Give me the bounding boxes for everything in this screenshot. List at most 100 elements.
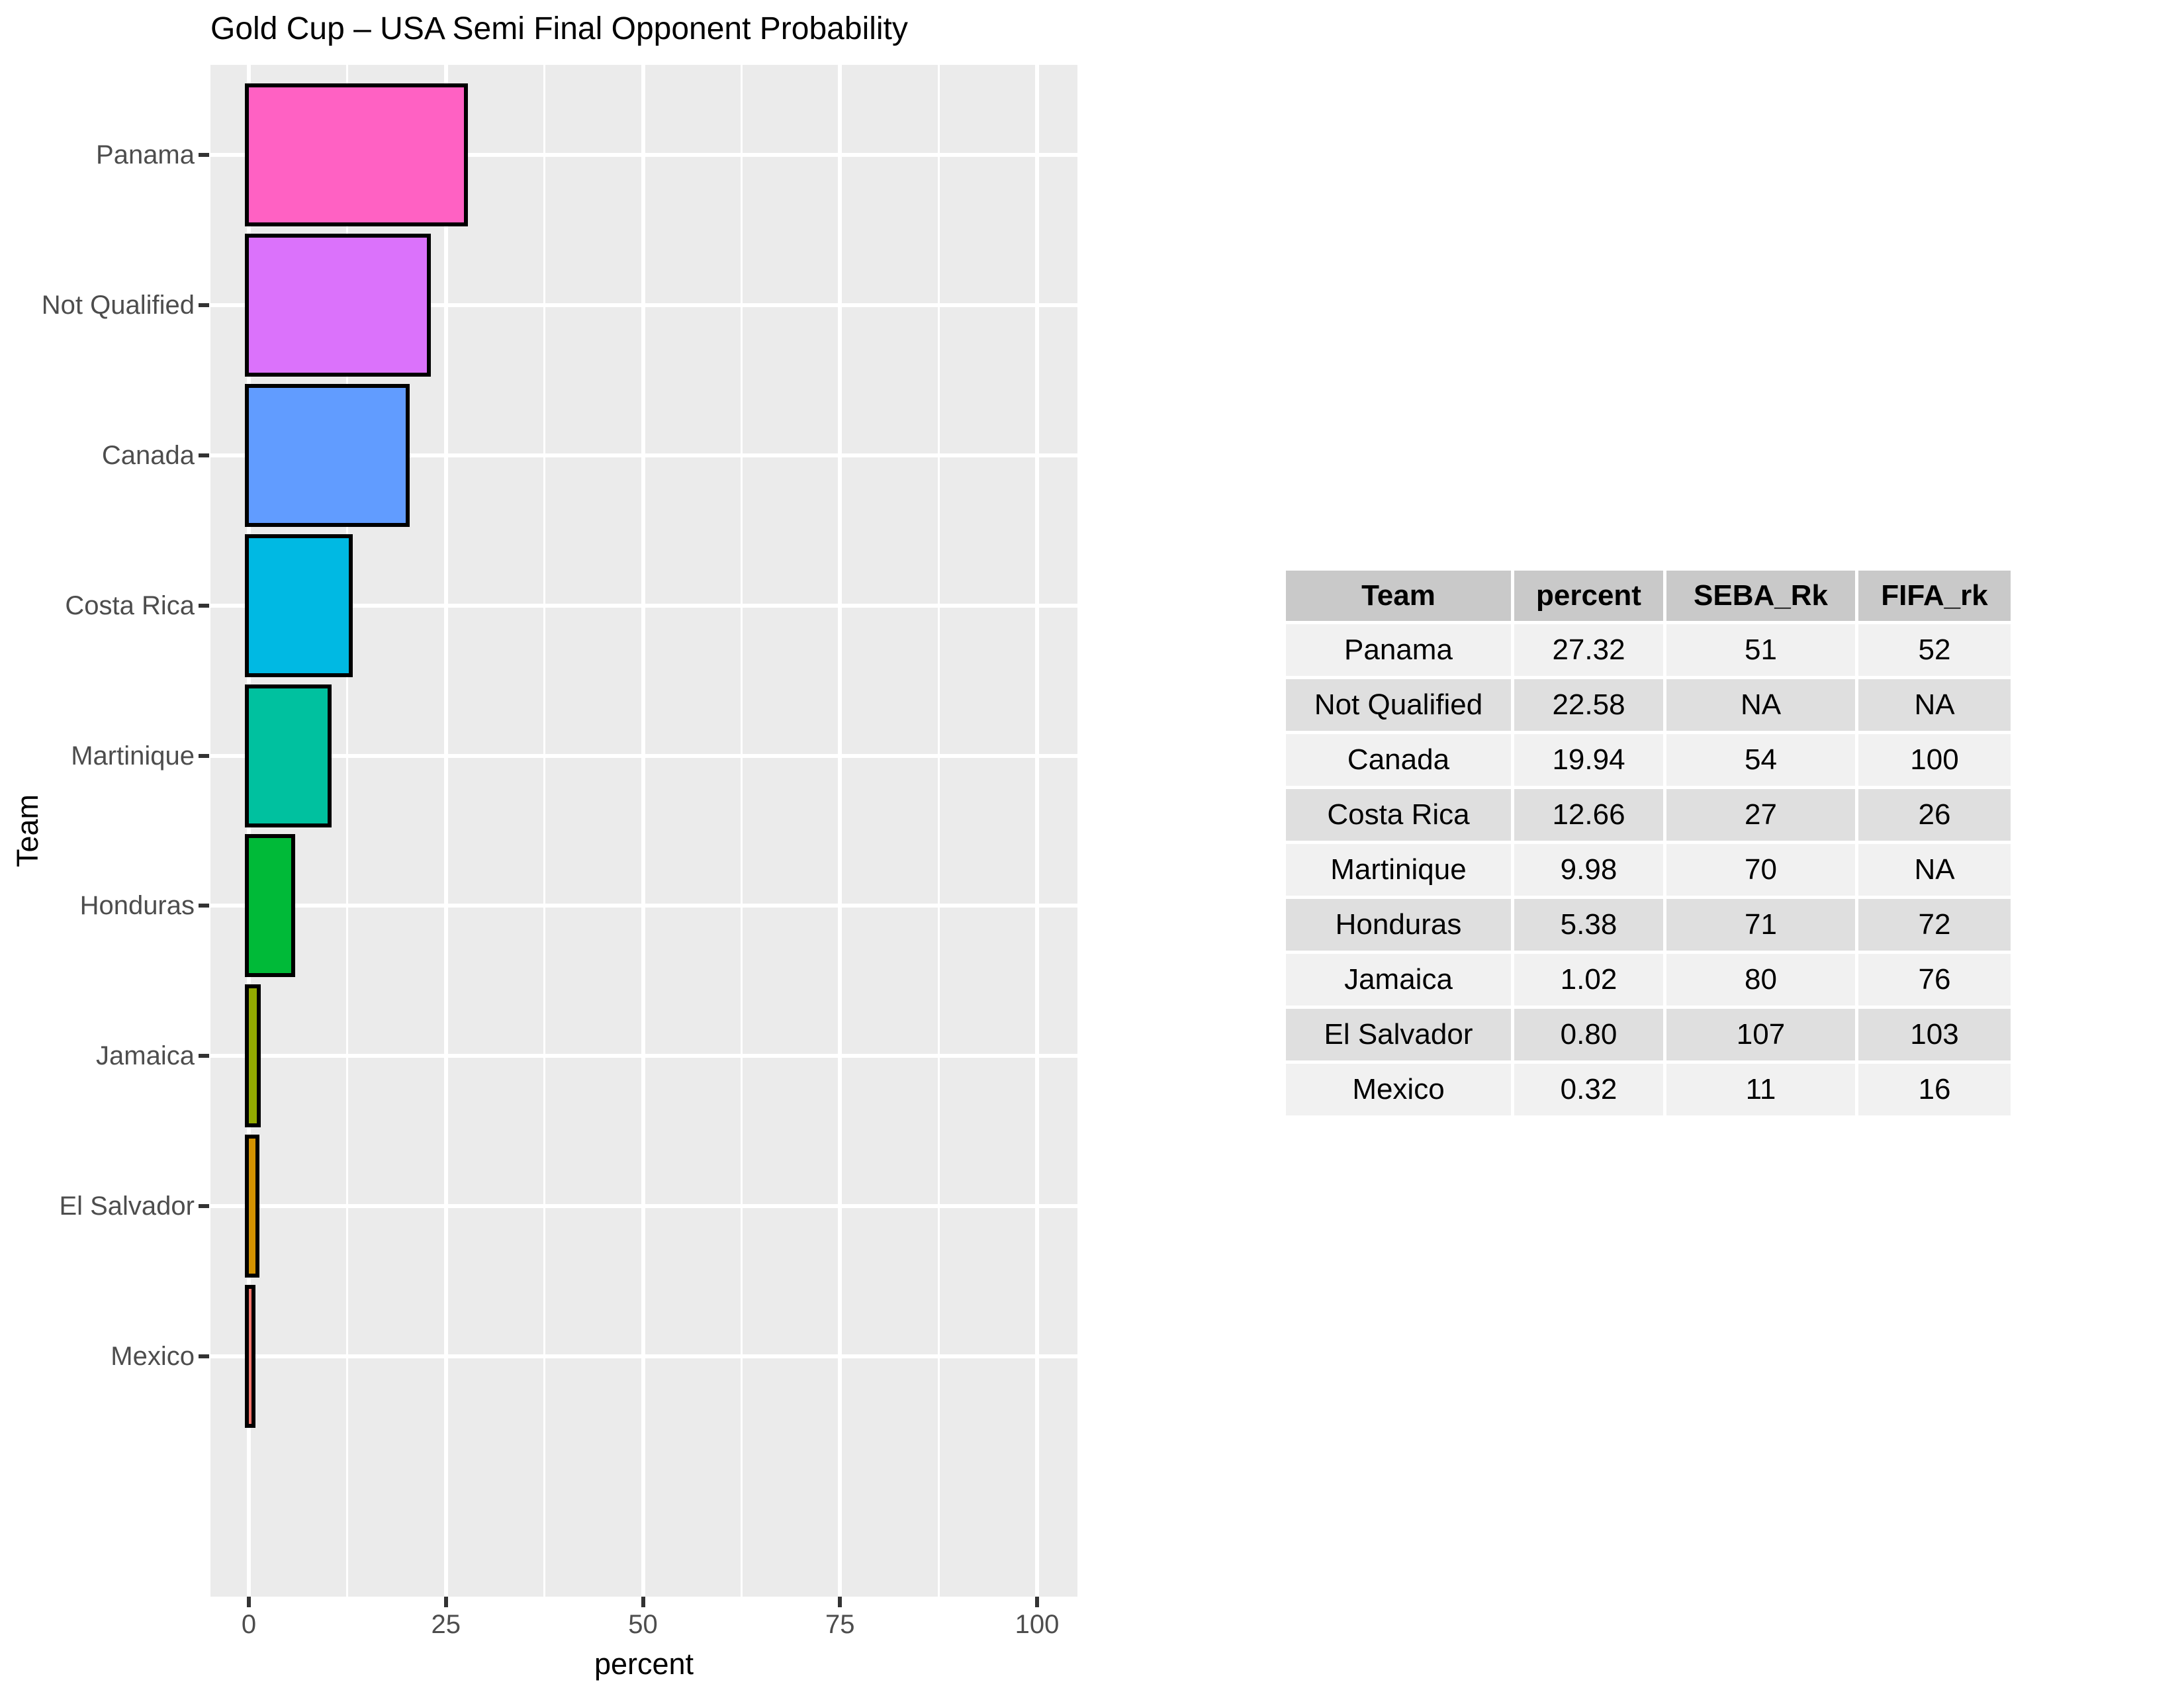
- bar-el-salvador: [245, 1135, 259, 1278]
- table-cell: Canada: [1286, 734, 1511, 786]
- table-cell: Jamaica: [1286, 954, 1511, 1006]
- table-cell: NA: [1858, 844, 2011, 896]
- bar-not-qualified: [245, 234, 431, 377]
- bar-mexico: [245, 1285, 255, 1428]
- table-header-cell: FIFA_rk: [1858, 571, 2011, 621]
- chart-title: Gold Cup – USA Semi Final Opponent Proba…: [210, 11, 908, 46]
- table-cell: 107: [1666, 1009, 1855, 1060]
- table-cell: El Salvador: [1286, 1009, 1511, 1060]
- table-row: Costa Rica 12.66 27 26: [1286, 789, 2011, 841]
- table-cell: 22.58: [1514, 679, 1663, 731]
- y-tick-label-not-qualified: Not Qualified: [41, 291, 195, 320]
- table-cell: Panama: [1286, 624, 1511, 676]
- gridline-y-major: [210, 1054, 1077, 1058]
- x-tick-mark: [641, 1597, 645, 1607]
- table-cell: 103: [1858, 1009, 2011, 1060]
- table-cell: 27: [1666, 789, 1855, 841]
- gridline-x-minor: [740, 65, 743, 1597]
- y-tick-mark: [199, 453, 209, 457]
- table-cell: Costa Rica: [1286, 789, 1511, 841]
- gridline-y-major: [210, 153, 1077, 157]
- gridline-y-major: [210, 1354, 1077, 1358]
- x-tick-mark: [838, 1597, 842, 1607]
- table-cell: 71: [1666, 899, 1855, 951]
- table-cell: 54: [1666, 734, 1855, 786]
- table-cell: Not Qualified: [1286, 679, 1511, 731]
- table-cell: 80: [1666, 954, 1855, 1006]
- table-cell: 70: [1666, 844, 1855, 896]
- gridline-y-major: [210, 604, 1077, 608]
- gridline-x-minor: [543, 65, 546, 1597]
- table-row: Panama 27.32 51 52: [1286, 624, 2011, 676]
- gridline-x-major: [247, 65, 251, 1597]
- bar-panama: [245, 83, 469, 226]
- y-tick-label-martinique: Martinique: [71, 741, 195, 771]
- table-cell: 100: [1858, 734, 2011, 786]
- table-cell: Martinique: [1286, 844, 1511, 896]
- table-cell: 1.02: [1514, 954, 1663, 1006]
- y-tick-label-mexico: Mexico: [111, 1342, 195, 1371]
- x-tick-label-75: 75: [825, 1610, 855, 1639]
- table-cell: 11: [1666, 1064, 1855, 1115]
- ranking-table: Team percent SEBA_Rk FIFA_rk Panama 27.32 51 5…: [1283, 567, 2014, 1119]
- y-tick-mark: [199, 1354, 209, 1358]
- y-tick-mark: [199, 303, 209, 307]
- chart-panel: [210, 65, 1077, 1597]
- table-header-cell: Team: [1286, 571, 1511, 621]
- table-cell: 26: [1858, 789, 2011, 841]
- y-tick-label-jamaica: Jamaica: [96, 1041, 195, 1070]
- y-tick-mark: [199, 604, 209, 608]
- table-row: El Salvador 0.80 107 103: [1286, 1009, 2011, 1060]
- ranking-table-body: Panama 27.32 51 52 Not Qualified 22.58 NA NA Can…: [1286, 624, 2011, 1115]
- y-tick-label-honduras: Honduras: [79, 891, 195, 920]
- x-tick-mark: [443, 1597, 448, 1607]
- y-tick-label-canada: Canada: [101, 441, 195, 470]
- y-tick-label-el-salvador: El Salvador: [59, 1192, 195, 1221]
- table-cell: NA: [1858, 679, 2011, 731]
- x-tick-mark: [1035, 1597, 1039, 1607]
- table-cell: 76: [1858, 954, 2011, 1006]
- gridline-y-major: [210, 1204, 1077, 1208]
- y-tick-mark: [199, 904, 209, 908]
- bar-jamaica: [245, 984, 261, 1127]
- x-tick-mark: [247, 1597, 251, 1607]
- gridline-x-major: [641, 65, 645, 1597]
- gridline-y-major: [210, 904, 1077, 908]
- y-tick-mark: [199, 754, 209, 758]
- table-cell: Honduras: [1286, 899, 1511, 951]
- table-row: Canada 19.94 54 100: [1286, 734, 2011, 786]
- y-tick-mark: [199, 153, 209, 157]
- table-row: Jamaica 1.02 80 76: [1286, 954, 2011, 1006]
- table-row: Martinique 9.98 70 NA: [1286, 844, 2011, 896]
- table-row: Not Qualified 22.58 NA NA: [1286, 679, 2011, 731]
- gridline-y-major: [210, 303, 1077, 307]
- table-cell: NA: [1666, 679, 1855, 731]
- gridline-x-minor: [937, 65, 940, 1597]
- gridline-x-minor: [346, 65, 349, 1597]
- table-cell: 72: [1858, 899, 2011, 951]
- table-header-cell: percent: [1514, 571, 1663, 621]
- table-cell: 9.98: [1514, 844, 1663, 896]
- table-header-cell: SEBA_Rk: [1666, 571, 1855, 621]
- table-cell: 27.32: [1514, 624, 1663, 676]
- table-cell: 52: [1858, 624, 2011, 676]
- gridline-y-major: [210, 453, 1077, 457]
- gridline-x-major: [838, 65, 842, 1597]
- table-cell: 0.32: [1514, 1064, 1663, 1115]
- y-axis-title: Team: [11, 794, 44, 868]
- table-cell: 5.38: [1514, 899, 1663, 951]
- x-tick-label-0: 0: [241, 1610, 257, 1639]
- table-row: Honduras 5.38 71 72: [1286, 899, 2011, 951]
- y-tick-mark: [199, 1204, 209, 1208]
- table-cell: Mexico: [1286, 1064, 1511, 1115]
- table-cell: 19.94: [1514, 734, 1663, 786]
- y-tick-label-costa-rica: Costa Rica: [65, 591, 195, 620]
- gridline-y-major: [210, 754, 1077, 758]
- table-cell: 51: [1666, 624, 1855, 676]
- y-tick-label-panama: Panama: [96, 140, 195, 169]
- bar-canada: [245, 384, 410, 527]
- table-header-row: Team percent SEBA_Rk FIFA_rk: [1286, 571, 2011, 621]
- table-row: Mexico 0.32 11 16: [1286, 1064, 2011, 1115]
- bar-costa-rica: [245, 534, 353, 677]
